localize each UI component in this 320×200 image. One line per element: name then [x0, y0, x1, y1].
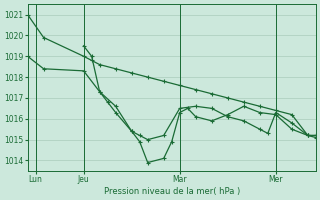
X-axis label: Pression niveau de la mer( hPa ): Pression niveau de la mer( hPa ) [104, 187, 240, 196]
